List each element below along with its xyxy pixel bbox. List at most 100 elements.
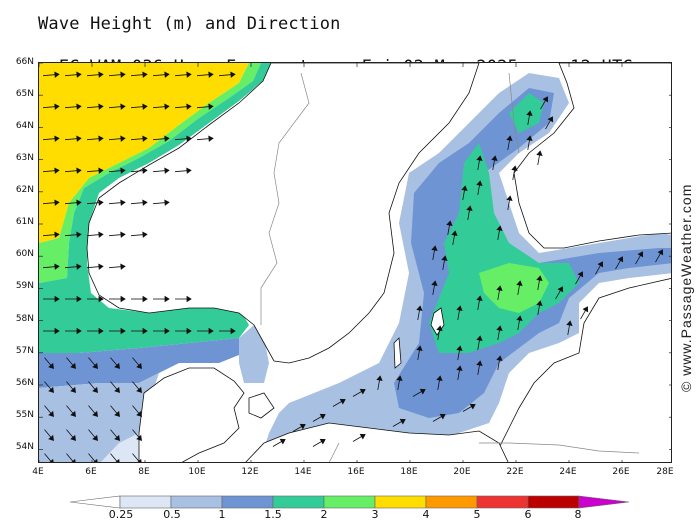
- wave-arrow-head: [536, 150, 543, 156]
- wave-arrow-head: [98, 327, 104, 335]
- legend-swatch: [323, 495, 376, 509]
- wave-arrow-head: [114, 434, 120, 441]
- wave-arrow-head: [456, 305, 463, 311]
- wave-arrow-head: [186, 327, 192, 335]
- wave-arrow-head: [617, 256, 624, 263]
- legend-tick-label: 0.5: [163, 508, 181, 521]
- legend-tick-label: 8: [574, 508, 582, 521]
- legend-tick-label: 5: [473, 508, 481, 521]
- wave-arrow-head: [376, 375, 383, 381]
- wave-arrow-head: [339, 398, 346, 405]
- wave-arrow-head: [542, 96, 549, 103]
- wave-arrow-head: [230, 71, 236, 78]
- wave-arrow-head: [92, 386, 98, 393]
- wave-map[interactable]: [38, 62, 672, 463]
- wave-arrow-head: [582, 306, 589, 313]
- wave-arrow-head: [76, 295, 82, 303]
- lon-label: 28E: [656, 467, 674, 477]
- wave-arrow-head: [577, 271, 584, 278]
- wave-arrow-head: [506, 135, 513, 141]
- lon-label: 4E: [32, 467, 44, 477]
- wave-zone-2-3m: [39, 63, 261, 283]
- wave-zone-baltic-2-3m: [479, 263, 549, 313]
- credit-text-container: © www.PassageWeather.com: [678, 184, 694, 392]
- wave-arrow-head: [76, 135, 82, 142]
- wave-arrow-head: [142, 103, 148, 110]
- wave-arrow-head: [456, 345, 463, 351]
- wave-arrow-head: [120, 135, 126, 142]
- wave-arrow-head: [208, 71, 214, 78]
- finland-landmass: [513, 63, 671, 249]
- wave-arrow-head: [547, 116, 554, 123]
- lat-label: 66N: [15, 57, 34, 67]
- chart-title: Wave Height (m) and Direction: [38, 14, 341, 34]
- wave-arrow-head: [98, 167, 104, 174]
- wave-arrow-head: [114, 362, 120, 369]
- wave-arrow-head: [557, 286, 564, 293]
- wave-arrow-head: [54, 295, 60, 303]
- wave-arrow-head: [120, 263, 126, 270]
- legend-tick-label: 2: [320, 508, 328, 521]
- wave-arrow-head: [419, 388, 426, 395]
- wave-arrow-head: [436, 375, 443, 381]
- legend-swatch: [119, 495, 172, 509]
- wave-arrow-head: [136, 386, 142, 393]
- wave-arrow-head: [164, 295, 170, 303]
- legend-tick-label: 6: [524, 508, 532, 521]
- wave-arrow-head: [142, 231, 148, 238]
- baltic-states-landmass: [498, 278, 671, 462]
- wave-arrow-head: [164, 167, 170, 174]
- wave-arrow-head: [186, 295, 192, 303]
- wave-arrow-head: [186, 103, 192, 110]
- legend-swatch: [476, 495, 529, 509]
- south-coast-landmass: [245, 422, 509, 462]
- lat-label: 57N: [15, 346, 34, 356]
- wave-arrow-head: [54, 135, 60, 142]
- credit-text: © www.PassageWeather.com: [678, 184, 694, 392]
- norway-sweden-border: [260, 72, 310, 325]
- lat-label: 62N: [15, 185, 34, 195]
- wave-zone-1-1.5m: [39, 338, 244, 388]
- legend-tick-label: 3: [371, 508, 379, 521]
- wave-arrow-head: [137, 458, 142, 462]
- wave-arrow-head: [439, 413, 446, 420]
- wave-arrow-head: [208, 103, 214, 110]
- wave-arrow-head: [142, 327, 148, 335]
- wave-arrow-head: [136, 362, 142, 369]
- legend-swatch: [374, 495, 427, 509]
- wave-arrow-head: [120, 71, 126, 78]
- lon-label: 8E: [138, 467, 150, 477]
- wave-arrow-head: [98, 295, 104, 303]
- wave-arrow-head: [456, 365, 463, 371]
- wave-arrow: [66, 453, 75, 462]
- wave-arrow-head: [186, 135, 192, 142]
- wave-arrow-head: [76, 231, 82, 238]
- lat-label: 54N: [15, 442, 34, 452]
- wave-arrow-head: [120, 199, 126, 206]
- legend-bar: [69, 495, 630, 509]
- lon-label: 12E: [241, 467, 259, 477]
- wave-arrow-head: [76, 327, 82, 335]
- wave-arrow-head: [54, 167, 60, 174]
- wave-direction-arrows: [42, 71, 664, 462]
- wave-arrow-head: [76, 103, 82, 110]
- wave-arrow-head: [526, 135, 533, 141]
- wave-arrow-head: [54, 71, 60, 78]
- legend-swatch: [170, 495, 223, 509]
- wave-arrow-head: [399, 418, 406, 425]
- wave-arrow-head: [54, 263, 60, 270]
- wave-arrow-head: [536, 300, 543, 306]
- scandinavia-landmass: [86, 63, 480, 364]
- wave-arrow-head: [208, 327, 214, 335]
- wave-arrow-head: [466, 205, 473, 211]
- wave-arrow-head: [476, 335, 483, 341]
- wave-zone-kattegat: [239, 325, 269, 383]
- lat-label: 60N: [15, 249, 34, 259]
- lat-label: 56N: [15, 378, 34, 388]
- wave-arrow-head: [446, 220, 453, 226]
- wave-arrow-head: [476, 155, 483, 161]
- wave-arrow: [110, 453, 119, 462]
- wave-arrow-head: [120, 167, 126, 174]
- wave-zone-3-4m: [39, 63, 249, 243]
- wave-arrow-head: [76, 167, 82, 174]
